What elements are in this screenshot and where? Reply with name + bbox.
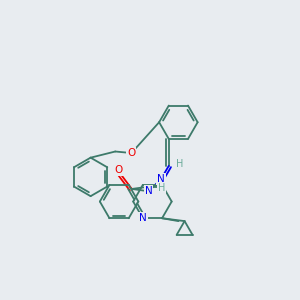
Text: O: O [127,148,136,158]
Text: H: H [158,183,166,193]
Text: O: O [115,165,123,175]
Text: H: H [176,159,183,169]
Text: N: N [139,213,147,223]
Text: N: N [157,174,165,184]
Text: N: N [145,186,153,196]
